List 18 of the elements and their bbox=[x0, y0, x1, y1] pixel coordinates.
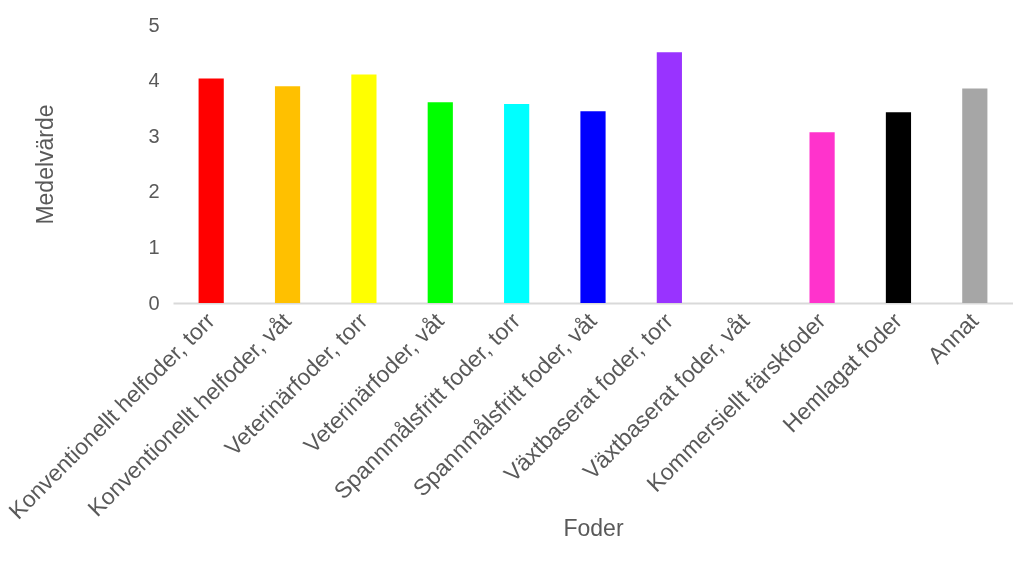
y-tick-label: 0 bbox=[148, 291, 160, 314]
bar bbox=[198, 78, 224, 303]
bar bbox=[427, 102, 453, 303]
y-axis-title: Medelvärde bbox=[32, 104, 59, 225]
y-tick-label: 5 bbox=[148, 13, 160, 36]
bar bbox=[809, 132, 835, 303]
bar bbox=[504, 103, 530, 303]
y-tick-label: 1 bbox=[148, 235, 160, 258]
x-axis-title: Foder bbox=[563, 514, 624, 541]
bar bbox=[580, 111, 606, 303]
bar bbox=[274, 86, 301, 303]
y-tick-label: 2 bbox=[148, 180, 160, 203]
bar bbox=[656, 52, 682, 303]
y-tick-label: 3 bbox=[148, 124, 160, 147]
bar bbox=[962, 88, 988, 303]
bar bbox=[351, 74, 377, 303]
bar bbox=[885, 112, 912, 303]
y-tick-label: 4 bbox=[148, 69, 160, 92]
